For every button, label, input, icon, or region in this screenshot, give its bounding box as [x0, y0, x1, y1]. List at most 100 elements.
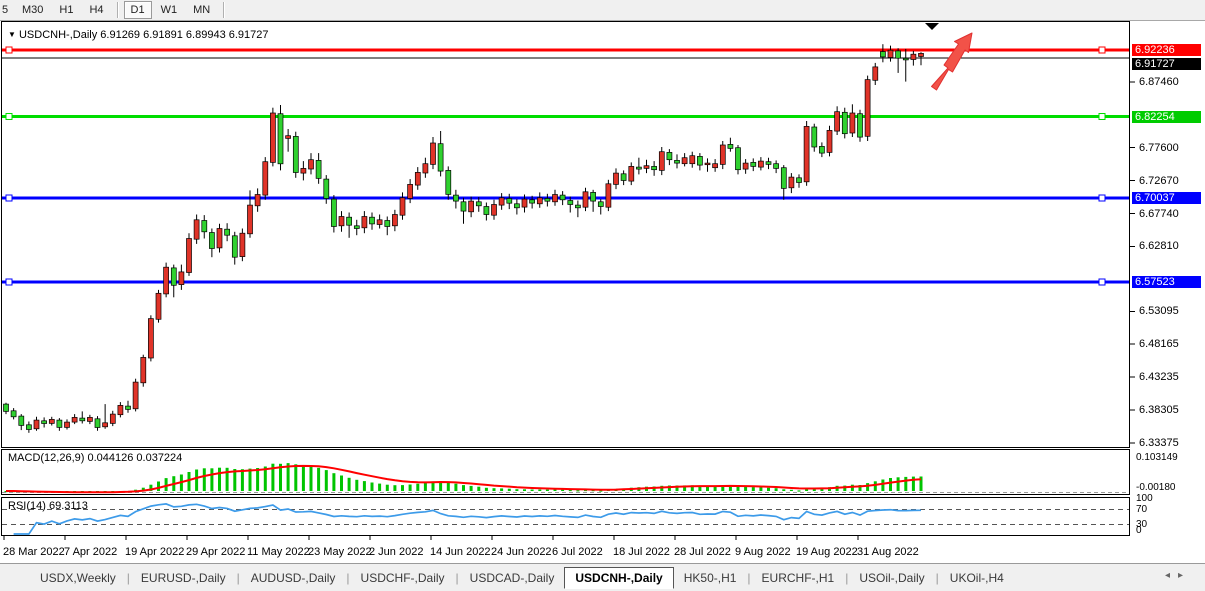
- candle-body: [338, 216, 345, 227]
- symbol-dropdown-icon[interactable]: ▼: [8, 30, 16, 39]
- candle-body: [369, 216, 375, 225]
- chart-tab-eurusd-daily[interactable]: EURUSD-,Daily: [140, 570, 226, 585]
- macd-bar: [248, 468, 252, 491]
- candle-body: [544, 198, 551, 202]
- date-label: 14 Jun 2022: [430, 546, 491, 558]
- candle-body: [887, 49, 894, 58]
- macd-bar: [286, 463, 290, 491]
- chart-tab-usoil-daily[interactable]: USOil-,Daily: [859, 570, 925, 585]
- candle-body: [529, 199, 535, 204]
- macd-bar: [225, 467, 229, 491]
- macd-bar: [896, 477, 900, 491]
- date-label: 7 Apr 2022: [64, 546, 118, 558]
- tab-scroll-right-icon[interactable]: ▸: [1177, 570, 1191, 581]
- chart-tab-usdcad-daily[interactable]: USDCAD-,Daily: [469, 570, 555, 585]
- rsi-level-label: 70: [1136, 504, 1148, 516]
- price-tick-label: 6.67740: [1139, 207, 1179, 220]
- candle-body: [872, 66, 879, 81]
- candle-body: [803, 126, 810, 183]
- hline-handle[interactable]: [1098, 194, 1106, 202]
- macd-bar: [134, 489, 138, 491]
- candle-body: [460, 201, 467, 212]
- macd-bar: [256, 468, 260, 491]
- hline-handle[interactable]: [1098, 278, 1106, 286]
- macd-bar: [904, 476, 908, 491]
- timeframe-button-5[interactable]: 5: [2, 4, 9, 16]
- candle-body: [849, 112, 856, 134]
- candle-body: [10, 410, 17, 418]
- tab-separator: |: [935, 570, 939, 585]
- macd-bar: [370, 482, 374, 491]
- chart-tab-usdcnh-daily[interactable]: USDCNH-,Daily: [564, 566, 674, 589]
- tab-separator: |: [346, 570, 350, 585]
- chart-tab-usdchf-daily[interactable]: USDCHF-,Daily: [360, 570, 445, 585]
- toolbar-separator: [116, 2, 118, 18]
- chart-tab-usdx-weekly[interactable]: USDX,Weekly: [40, 570, 116, 585]
- hline-handle[interactable]: [1098, 46, 1106, 54]
- arrow-annotation[interactable]: [931, 32, 973, 91]
- candle-body: [697, 156, 703, 166]
- date-label: 23 May 2022: [308, 546, 372, 558]
- candle-body: [422, 163, 429, 174]
- macd-bar: [721, 485, 725, 491]
- timeframe-button-D1[interactable]: D1: [123, 1, 152, 19]
- candle-body: [765, 161, 772, 165]
- tab-scroll-left-icon[interactable]: ◂: [1164, 570, 1178, 581]
- macd-axis-min: -0.00180: [1136, 482, 1176, 493]
- candle-body: [552, 194, 558, 203]
- candle-body: [658, 151, 665, 171]
- candle-body: [788, 176, 795, 189]
- macd-bar: [873, 481, 877, 491]
- triangle-marker[interactable]: [925, 23, 939, 30]
- macd-bar: [507, 488, 511, 491]
- macd-bar: [401, 485, 404, 491]
- candle-body: [193, 219, 200, 240]
- candle-body: [87, 417, 93, 422]
- timeframe-button-H4[interactable]: H4: [89, 4, 104, 16]
- macd-bar: [149, 484, 153, 491]
- hline-handle[interactable]: [5, 113, 13, 121]
- candle-body: [445, 170, 452, 195]
- candle-body: [155, 292, 162, 320]
- candle-body: [56, 419, 63, 428]
- candle-body: [712, 163, 718, 169]
- hline-handle[interactable]: [5, 278, 13, 286]
- timeframe-button-MN[interactable]: MN: [193, 4, 211, 16]
- macd-bar: [850, 484, 854, 491]
- candle-body: [407, 184, 413, 199]
- price-tick-label: 6.48165: [1139, 338, 1179, 351]
- candle-body: [475, 201, 482, 207]
- candle-body: [18, 415, 25, 426]
- candle-body: [567, 200, 574, 205]
- price-badge: 6.70037: [1132, 192, 1201, 205]
- candle-body: [605, 183, 612, 208]
- timeframe-button-M30[interactable]: M30: [22, 4, 44, 16]
- chart-tab-ukoil-h4[interactable]: UKOil-,H4: [949, 570, 1004, 585]
- candle-body: [880, 51, 886, 58]
- timeframe-button-W1[interactable]: W1: [160, 4, 178, 16]
- timeframe-toolbar: 5 M30 H1 H4 D1 W1 MN: [0, 0, 1205, 21]
- hline-handle[interactable]: [5, 194, 13, 202]
- macd-bar: [545, 489, 549, 491]
- macd-bar: [218, 467, 221, 491]
- macd-bar: [728, 485, 732, 491]
- macd-axis-max: 0.103149: [1136, 452, 1178, 463]
- price-pane[interactable]: [1, 21, 1130, 448]
- candle-body: [819, 146, 825, 154]
- candle-body: [125, 405, 131, 410]
- chart-tab-audusd-daily[interactable]: AUDUSD-,Daily: [250, 570, 336, 585]
- tab-separator: |: [236, 570, 240, 585]
- date-label: 31 Aug 2022: [857, 546, 919, 558]
- hline-handle[interactable]: [5, 46, 13, 54]
- chart-tab-hk50-h1[interactable]: HK50-,H1: [683, 570, 737, 585]
- chart-ohlc-values: 6.91269 6.91891 6.89943 6.91727: [100, 29, 269, 41]
- timeframe-button-H1[interactable]: H1: [59, 4, 74, 16]
- hline-handle[interactable]: [1098, 113, 1106, 121]
- macd-bar: [751, 487, 755, 491]
- candle-body: [163, 266, 169, 295]
- symbol-tabbar: USDX,Weekly | EURUSD-,Daily | AUDUSD-,Daily |…: [0, 563, 1205, 591]
- candle-body: [521, 198, 528, 208]
- macd-bar: [263, 466, 267, 491]
- chart-tab-eurchf-h1[interactable]: EURCHF-,H1: [761, 570, 835, 585]
